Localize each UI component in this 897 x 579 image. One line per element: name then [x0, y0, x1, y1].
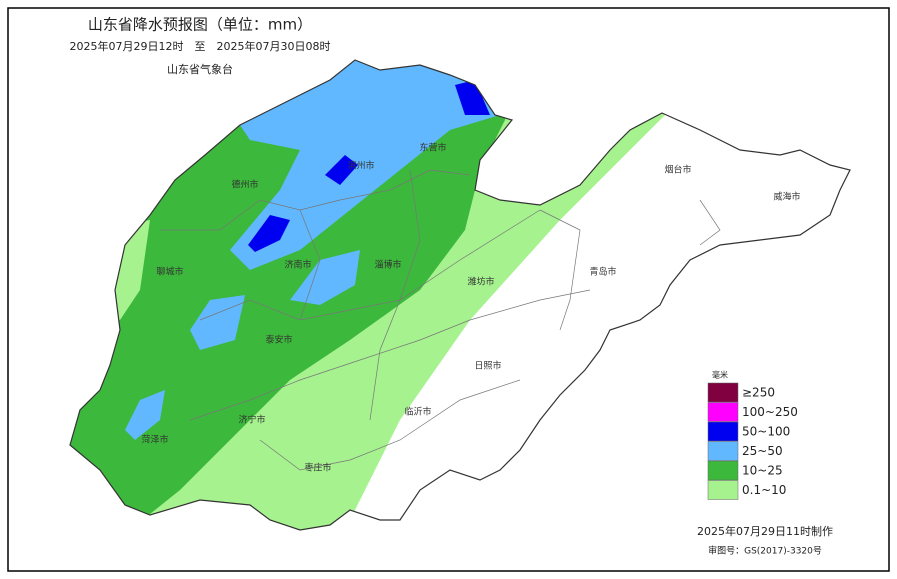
legend-title: 毫米: [712, 370, 728, 380]
legend-label: 50~100: [742, 425, 790, 439]
city-label: 菏泽市: [141, 434, 168, 446]
city-label: 淄博市: [374, 259, 401, 271]
legend-swatch: [707, 421, 739, 442]
legend-swatch: [707, 382, 739, 403]
period: 2025年07月29日12时 至 2025年07月30日08时: [70, 39, 331, 53]
city-label: 威海市: [773, 191, 800, 203]
city-label: 滨州市: [347, 160, 374, 172]
legend-swatch: [707, 441, 739, 461]
city-label: 枣庄市: [304, 462, 331, 474]
title: 山东省降水预报图（单位：mm）: [88, 16, 312, 34]
made-time: 2025年07月29日11时制作: [697, 524, 833, 538]
legend: 毫米 ≥250 100~250 50~100 25~50 10~25 0.1~10: [707, 370, 798, 500]
legend-swatch: [707, 460, 739, 481]
legend-label: ≥250: [742, 386, 775, 400]
map-header: 山东省降水预报图（单位：mm） 2025年07月29日12时 至 2025年07…: [70, 16, 331, 77]
city-label: 青岛市: [589, 266, 616, 278]
legend-label: 10~25: [742, 464, 783, 478]
legend-label: 25~50: [742, 444, 783, 458]
city-label: 泰安市: [265, 334, 292, 346]
city-label: 临沂市: [404, 406, 431, 418]
legend-label: 100~250: [742, 405, 798, 419]
city-label: 济宁市: [238, 414, 265, 426]
city-label: 德州市: [231, 179, 258, 191]
city-labels: 滨州市 东营市 德州市 聊城市 济南市 淄博市 潍坊市 烟台市 威海市 青岛市 …: [141, 142, 800, 474]
legend-swatch: [707, 480, 739, 500]
city-label: 烟台市: [664, 164, 691, 176]
city-label: 聊城市: [156, 266, 183, 278]
approval-number: 审图号：GS(2017)-3320号: [708, 545, 822, 557]
city-label: 潍坊市: [467, 276, 494, 288]
legend-swatch: [707, 402, 739, 422]
issuer: 山东省气象台: [167, 62, 233, 76]
legend-label: 0.1~10: [742, 483, 786, 497]
city-label: 东营市: [419, 142, 446, 154]
city-label: 日照市: [474, 360, 501, 372]
city-label: 济南市: [284, 259, 311, 271]
